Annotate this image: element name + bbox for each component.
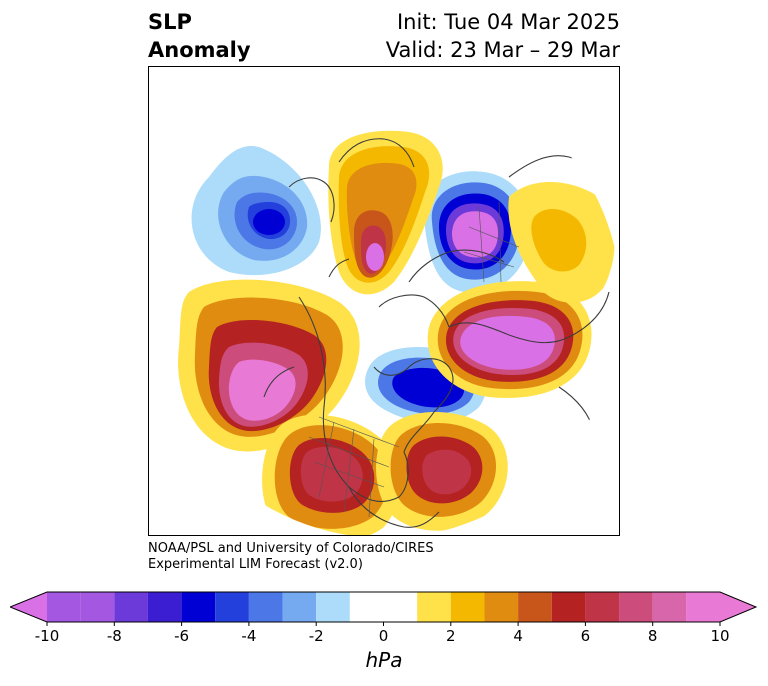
colorbar-tick-label: 8 [648,627,658,644]
map-panel [148,66,620,536]
valid-range: Valid: 23 Mar – 29 Mar [385,38,620,62]
colorbar-bin [114,592,148,622]
colorbar-unit: hPa [365,648,403,672]
north-pacific-negative [191,146,321,276]
colorbar-bin [518,592,552,622]
colorbar-bin [585,592,620,622]
colorbar-bin [181,592,216,622]
title-variable-line2: Anomaly [148,38,251,62]
colorbar-tick-label: -6 [174,627,189,644]
europe-positive [427,281,592,398]
colorbar-bin [484,592,519,622]
init-date: Init: Tue 04 Mar 2025 [396,10,620,34]
colorbar-tick-label: 10 [710,627,729,644]
pole-marker [380,298,390,308]
colorbar-bin [417,592,451,622]
colorbar-bin [316,592,350,622]
colorbar-tick-label: -8 [107,627,122,644]
east-asia-positive [508,182,615,303]
colorbar-tick-label: -10 [35,627,60,644]
colorbar-bin [686,592,720,622]
credit-text: NOAA/PSL and University of Colorado/CIRE… [148,541,434,573]
arctic-positive [328,130,443,295]
map-title: SLP Anomaly [148,8,251,64]
north-atlantic-positive [376,412,508,531]
colorbar-bin [80,592,115,622]
colorbar-tick-label: -2 [309,627,324,644]
borders [308,201,520,518]
colorbar-bin [450,592,485,622]
colorbar-tick-label: 0 [379,627,389,644]
colorbar-tick-label: 2 [446,627,456,644]
colorbar-bin [349,592,418,622]
colorbar-tick-label: 4 [513,627,523,644]
colorbar: -10 -8 -6 -4 -2 0 2 4 6 8 10 [10,591,758,644]
colorbar-bin [720,592,756,622]
colorbar-bin [215,592,249,622]
colorbar-bin [282,592,317,622]
title-variable-line1: SLP [148,10,192,34]
colorbar-bin [652,592,687,622]
colorbar-bin [147,592,182,622]
colorbar-bin [248,592,283,622]
colorbar-bin [551,592,586,622]
credit-line1: NOAA/PSL and University of Colorado/CIRE… [148,541,434,556]
colorbar-tick-label: 6 [581,627,591,644]
map-dates: Init: Tue 04 Mar 2025 Valid: 23 Mar – 29… [386,8,620,64]
northeast-pacific-positive [178,279,360,452]
colorbar-bin [47,592,81,622]
colorbar-tick-label: -4 [241,627,256,644]
slp-anomaly-map [178,130,615,535]
colorbar-bin [619,592,653,622]
coastlines [263,138,610,528]
credit-line2: Experimental LIM Forecast (v2.0) [148,557,363,572]
colorbar-bin [10,592,47,622]
